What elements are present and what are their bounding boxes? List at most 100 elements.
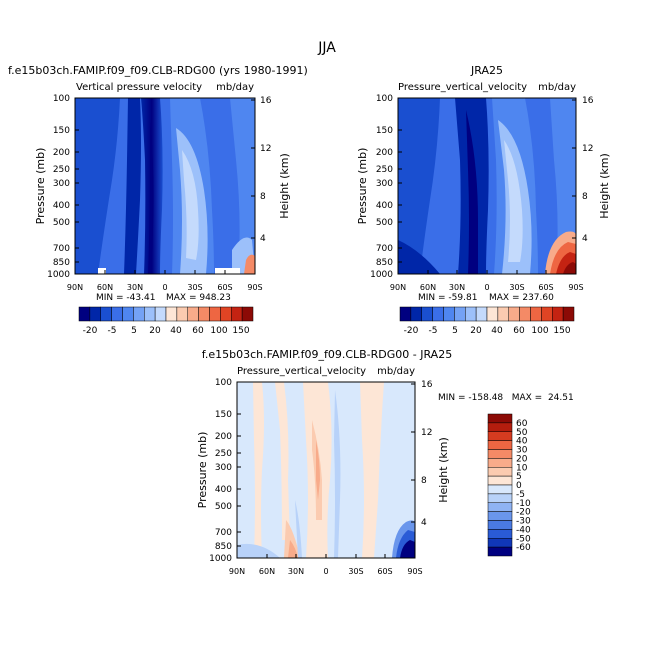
y-tick-label: 1000 [47, 270, 70, 280]
colorbar-swatch [487, 484, 513, 495]
y2-tick-label: 16 [260, 96, 272, 106]
colorbar-swatch [487, 511, 513, 521]
colorbar-swatch [89, 306, 101, 322]
x-tick-label: 60S [217, 283, 232, 292]
y-tick-label: 100 [53, 94, 70, 104]
y-tick-label: 850 [53, 258, 70, 268]
y-tick-label: 200 [215, 432, 232, 442]
colorbar-swatch [519, 306, 531, 322]
y-tick-label: 400 [53, 201, 70, 211]
y-tick-label: 500 [215, 502, 232, 512]
colorbar-swatch [78, 306, 91, 322]
colorbar-swatch [487, 493, 513, 503]
panel-model-max: MAX = 948.23 [166, 293, 231, 303]
colorbar-swatch [487, 431, 513, 441]
x-tick-label: 60N [97, 283, 113, 292]
colorbar-swatch [487, 440, 513, 450]
colorbar-swatch [487, 467, 513, 477]
colorbar-label: 150 [232, 326, 249, 336]
x-tick-label: 30S [348, 567, 363, 576]
colorbar-swatch [486, 306, 499, 322]
y-tick-label: 150 [53, 126, 70, 136]
panel-model-var-title: Vertical pressure velocity [76, 82, 202, 93]
panel-obs-colorbar [399, 306, 575, 322]
panel-obs-y-ticks: 100 150 200 250 300 400 500 700 850 1000 [370, 94, 393, 280]
colorbar-swatch [465, 306, 477, 322]
colorbar-label: 60 [192, 326, 204, 336]
colorbar-label: 30 [516, 446, 528, 456]
colorbar-label: -30 [516, 517, 531, 527]
colorbar-label: -60 [516, 543, 531, 553]
panel-diff-ylabel: Pressure (mb) [196, 432, 209, 509]
y2-tick-label: 16 [582, 96, 594, 106]
colorbar-swatch [209, 306, 221, 322]
y-tick-label: 1000 [370, 270, 393, 280]
panel-obs-min: MIN = -59.81 [418, 293, 477, 303]
colorbar-swatch [487, 422, 513, 432]
panel-model-colorbar [78, 306, 254, 322]
panel-diff: f.e15b03ch.FAMIP.f09_f09.CLB-RDG00 - JRA… [196, 348, 574, 576]
y2-tick-label: 4 [421, 518, 427, 528]
panel-model-y2-ticks: 16 12 8 4 [260, 96, 272, 244]
panel-diff-y-ticks: 100 150 200 250 300 400 500 700 850 1000 [209, 378, 232, 564]
x-tick-label: 30N [449, 283, 465, 292]
y2-tick-label: 16 [421, 380, 433, 390]
panel-diff-x-ticks: 90N 60N 30N 0 30S 60S 90S [229, 567, 423, 576]
colorbar-swatch [100, 306, 112, 322]
colorbar-label: 20 [516, 454, 528, 464]
y-tick-label: 250 [53, 165, 70, 175]
colorbar-swatch [487, 475, 513, 486]
colorbar-swatch [530, 306, 542, 322]
y2-tick-label: 12 [421, 428, 432, 438]
panel-obs-colorbar-labels: -20 -5 5 20 40 60 100 150 [404, 326, 571, 336]
colorbar-swatch [122, 306, 134, 322]
colorbar-swatch [487, 413, 513, 424]
colorbar-swatch [410, 306, 422, 322]
x-tick-label: 90N [390, 283, 406, 292]
x-tick-label: 0 [323, 567, 328, 576]
colorbar-label: -5 [429, 326, 438, 336]
x-tick-label: 60N [259, 567, 275, 576]
y-tick-label: 200 [53, 148, 70, 158]
panel-diff-colorbar [487, 413, 513, 557]
y-tick-label: 200 [376, 148, 393, 158]
panel-model-y2label: Height (km) [278, 153, 291, 219]
colorbar-label: -5 [516, 490, 525, 500]
panel-obs-var-title: Pressure_vertical_velocity [398, 82, 527, 93]
colorbar-swatch [241, 306, 254, 322]
panel-obs-y2-ticks: 16 12 8 4 [582, 96, 594, 244]
colorbar-swatch [220, 306, 232, 322]
panel-diff-minmax: MIN = -158.48 MAX = 24.51 [438, 393, 574, 403]
x-tick-label: 0 [162, 283, 167, 292]
panel-model-x-ticks: 90N 60N 30N 0 30S 60S 90S [67, 283, 263, 292]
colorbar-label: 60 [513, 326, 525, 336]
colorbar-swatch [508, 306, 520, 322]
colorbar-swatch [144, 306, 156, 322]
colorbar-label: -40 [516, 525, 531, 535]
colorbar-label: 50 [516, 428, 528, 438]
y-tick-label: 500 [376, 218, 393, 228]
colorbar-swatch [421, 306, 433, 322]
colorbar-label: 40 [516, 437, 528, 447]
y-tick-label: 250 [215, 449, 232, 459]
panel-obs-ylabel: Pressure (mb) [356, 148, 369, 225]
colorbar-swatch [497, 306, 509, 322]
colorbar-label: 5 [131, 326, 137, 336]
x-tick-label: 30N [127, 283, 143, 292]
colorbar-label: -5 [108, 326, 117, 336]
y-tick-label: 1000 [209, 554, 232, 564]
colorbar-swatch [111, 306, 123, 322]
colorbar-swatch [198, 306, 210, 322]
colorbar-label: 20 [470, 326, 482, 336]
x-tick-label: 60S [538, 283, 553, 292]
y-tick-label: 100 [376, 94, 393, 104]
y2-tick-label: 12 [582, 144, 593, 154]
panel-obs-max: MAX = 237.60 [489, 293, 554, 303]
y2-tick-label: 8 [260, 192, 266, 202]
panel-obs: JRA25 Pressure_vertical_velocity mb/day … [356, 64, 611, 336]
y-tick-label: 400 [376, 201, 393, 211]
y-tick-label: 300 [215, 463, 232, 473]
colorbar-label: 40 [170, 326, 182, 336]
